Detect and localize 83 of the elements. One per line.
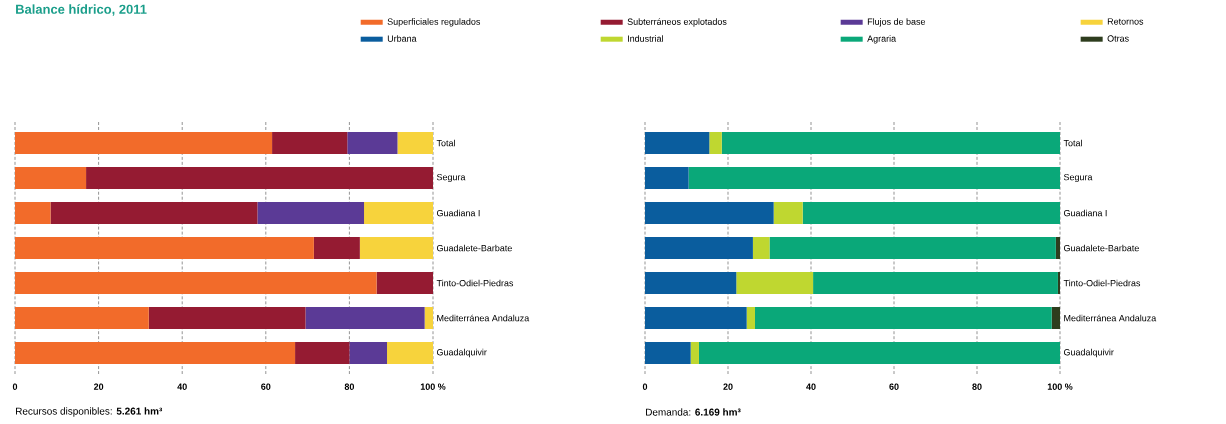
- bar: [313, 237, 360, 259]
- y-tick-label: Mediterránea Andaluza: [437, 314, 530, 322]
- y-tick-label: Guadiana I: [1063, 209, 1107, 217]
- bar: [721, 132, 1061, 154]
- bar: [1055, 237, 1061, 259]
- bar: [148, 307, 306, 329]
- bar: [359, 237, 433, 259]
- bar: [769, 237, 1056, 259]
- bar: [397, 132, 433, 155]
- bar: [736, 272, 814, 294]
- bar: [645, 132, 710, 154]
- bar: [50, 202, 258, 225]
- y-tick-label: Total: [1063, 139, 1082, 147]
- bar: [773, 202, 803, 224]
- x-tick-label: 0: [12, 383, 18, 390]
- bar: [802, 202, 1061, 224]
- bar: [1057, 272, 1061, 294]
- legend-label: Flujos de base: [867, 18, 926, 27]
- y-tick-label: Segura: [436, 173, 466, 183]
- chart-title: Balance hídrico, 2011: [16, 4, 147, 16]
- x-tick-label: 100 %: [420, 383, 446, 390]
- x-tick-label: 60: [261, 383, 271, 390]
- bar: [645, 342, 691, 364]
- bar: [295, 342, 350, 364]
- bar: [15, 202, 51, 225]
- bar: [645, 307, 747, 329]
- bar: [349, 342, 388, 364]
- bar: [272, 132, 348, 155]
- legend-label: Otras: [1107, 35, 1129, 42]
- bar: [688, 167, 1061, 189]
- bar: [15, 342, 296, 364]
- bar: [86, 167, 433, 190]
- x-tick-label: 20: [93, 383, 104, 390]
- legend-label: Superficiales regulados: [387, 18, 481, 27]
- bar: [645, 237, 753, 259]
- x-tick-label: 0: [642, 383, 648, 390]
- bar: [709, 132, 722, 154]
- bar: [15, 132, 273, 155]
- y-tick-label: Guadalquivir: [436, 348, 487, 358]
- bar: [15, 237, 314, 259]
- bar: [347, 132, 398, 155]
- y-tick-label: Segura: [1063, 173, 1093, 183]
- bar: [387, 342, 433, 364]
- x-tick-label: 80: [344, 383, 355, 390]
- bar: [15, 307, 149, 329]
- y-tick-label: Tinto-Odiel-Piedras: [1063, 279, 1141, 287]
- x-tick-label: 40: [177, 383, 187, 390]
- bar: [305, 307, 425, 329]
- x-tick-label: 80: [972, 383, 982, 390]
- bar: [424, 307, 433, 329]
- y-tick-label: Guadiana I: [436, 209, 480, 217]
- bar: [746, 307, 755, 329]
- legend-label: Urbana: [387, 35, 417, 42]
- bar: [752, 237, 770, 259]
- x-tick-label: 60: [889, 383, 899, 390]
- legend-label: Subterráneos explotados: [627, 18, 727, 27]
- bar: [690, 342, 699, 364]
- y-tick-label: Mediterránea Andaluza: [1064, 314, 1157, 322]
- y-tick-label: Guadalete-Barbate: [436, 244, 512, 252]
- bar: [645, 167, 689, 189]
- bar: [257, 202, 365, 225]
- bar: [364, 202, 433, 225]
- bar: [376, 272, 433, 294]
- y-tick-label: Total: [436, 139, 455, 147]
- bar: [645, 202, 774, 224]
- text: Recursos disponibles: 5.261 hm³: [16, 407, 163, 417]
- bar: [15, 272, 377, 294]
- legend-label: Industrial: [628, 35, 663, 42]
- y-tick-label: Guadalete-Barbate: [1063, 244, 1139, 252]
- x-tick-label: 40: [806, 383, 816, 390]
- legend-label: Retornos: [1107, 18, 1144, 25]
- text: Demanda: 6.169 hm³: [646, 408, 741, 416]
- bar: [754, 307, 1052, 329]
- x-tick-label: 100 %: [1047, 383, 1073, 390]
- legend-label: Agraria: [867, 35, 897, 44]
- bar: [813, 272, 1058, 294]
- x-tick-label: 20: [723, 383, 733, 390]
- y-tick-label: Guadalquivir: [1063, 348, 1114, 358]
- y-tick-label: Tinto-Odiel-Piedras: [436, 279, 514, 287]
- bar: [645, 272, 737, 294]
- bar: [1051, 307, 1061, 329]
- bar: [15, 167, 87, 190]
- bar: [698, 342, 1061, 364]
